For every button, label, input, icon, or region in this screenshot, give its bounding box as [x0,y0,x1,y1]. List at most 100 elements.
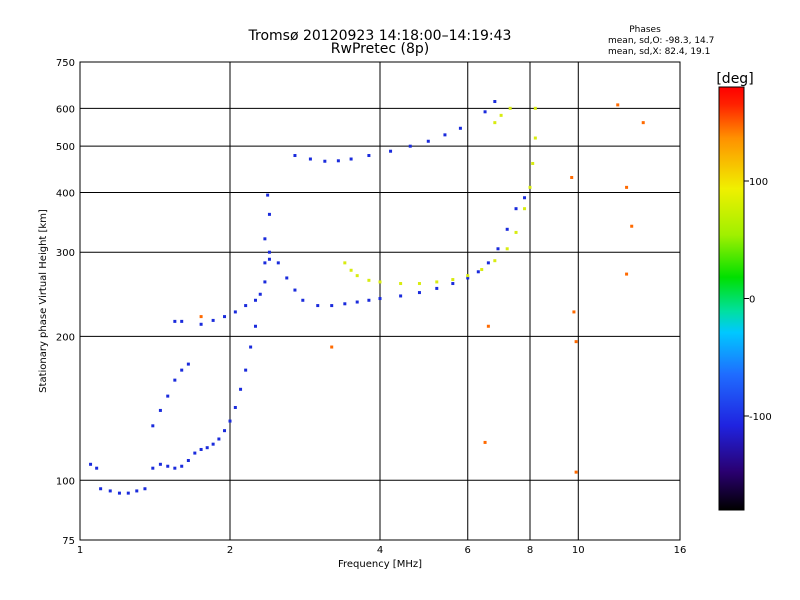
data-point [263,237,267,241]
y-tick-label: 400 [56,188,75,199]
data-point [135,489,139,493]
data-point [493,259,497,263]
y-tick-label: 100 [56,476,75,487]
data-point [263,261,267,265]
data-point [367,154,371,158]
data-point [193,451,197,455]
colorbar [718,86,745,511]
data-point [293,154,297,158]
y-tick-label: 300 [56,248,75,259]
data-point [228,419,232,423]
data-point [574,340,578,344]
x-tick-label: 6 [465,545,471,556]
data-point [493,121,497,125]
data-point [211,318,215,322]
data-point [625,272,629,276]
data-point [267,212,271,216]
data-point [267,257,271,261]
data-point [355,274,359,278]
data-point [367,278,371,282]
data-point [466,276,470,280]
data-point [316,304,320,308]
data-point [349,157,353,161]
data-point [630,224,634,228]
data-point [249,345,253,349]
data-point [117,491,121,495]
data-point [514,207,518,211]
data-point [389,149,393,153]
data-point [508,106,512,110]
data-point [572,310,576,314]
data-point [349,268,353,272]
data-point [258,292,262,296]
data-point [523,207,527,211]
data-point [276,261,280,265]
data-point [199,322,203,326]
data-point [263,280,267,284]
y-tick-label: 600 [56,104,75,115]
data-point [166,464,170,468]
y-tick-label: 500 [56,142,75,153]
data-point [253,324,257,328]
chart-title: Tromsø 20120923 14:18:00–14:19:43 [248,28,512,44]
data-point [486,324,490,328]
data-point [493,100,497,104]
data-point [173,466,177,470]
grid-lines [80,62,680,540]
data-point [443,133,447,137]
data-point [89,462,93,466]
data-point [523,196,527,200]
data-point [533,106,537,110]
data-point [99,487,103,491]
y-axis-ticks: 75 100 200 300 400 500 600 750 [56,58,75,547]
data-point [408,144,412,148]
data-point [211,442,215,446]
data-point [505,247,509,251]
data-point [158,408,162,412]
data-point [323,159,327,163]
data-point [466,274,470,278]
data-point [186,458,190,462]
data-point [151,424,155,428]
data-point [533,136,537,140]
data-point [199,315,203,319]
chart-subtitle: RwPretec (8p) [331,41,429,57]
data-point [199,447,203,451]
x-tick-label: 10 [572,545,585,556]
x-tick-label: 16 [674,545,687,556]
x-axis-ticks: 1 2 4 6 8 10 16 [77,545,687,556]
data-point [239,387,243,391]
phase-info-title: Phases [629,25,661,35]
data-point [499,113,503,117]
data-point [223,429,227,433]
data-point [233,310,237,314]
data-point [173,319,177,323]
data-point [223,315,227,319]
data-point [451,278,455,282]
data-point [458,126,462,130]
data-point [253,298,257,302]
data-point [343,261,347,265]
data-point [330,345,334,349]
data-point [217,437,221,441]
y-tick-label: 200 [56,332,75,343]
data-point [95,466,99,470]
data-point [186,362,190,366]
data-points [89,100,645,495]
data-point [355,300,359,304]
data-point [330,304,334,308]
data-point [417,282,421,286]
data-point [514,230,518,234]
data-point [505,227,509,231]
data-point [233,405,237,409]
data-point [180,368,184,372]
data-point [480,268,484,272]
data-point [574,470,578,474]
data-point [301,298,305,302]
data-point [308,157,312,161]
data-point [166,394,170,398]
data-point [435,286,439,290]
data-point [180,319,184,323]
data-point [378,297,382,301]
data-point [126,491,130,495]
